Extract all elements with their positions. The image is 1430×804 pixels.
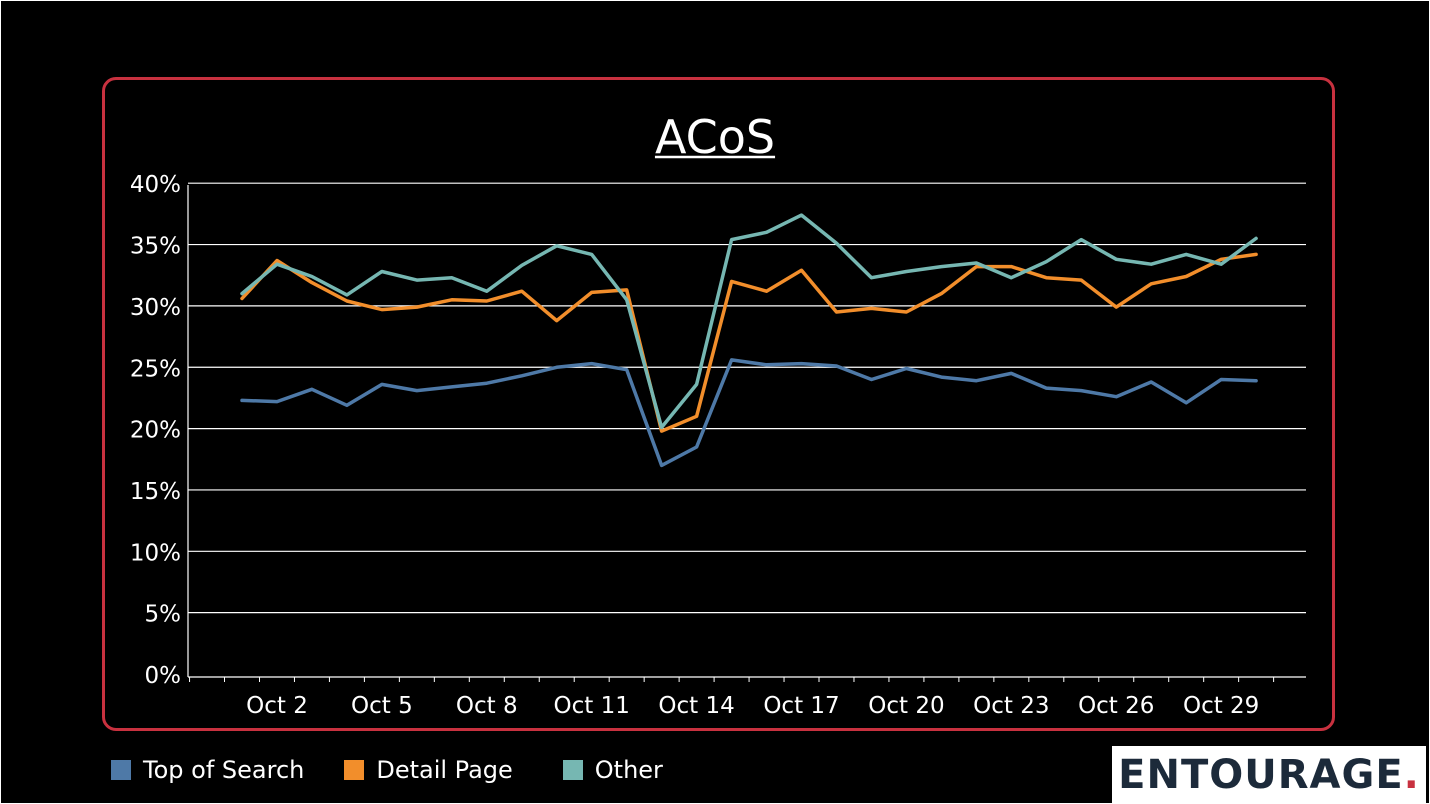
y-tick-label: 35% bbox=[130, 234, 181, 260]
y-tick-label: 10% bbox=[130, 540, 181, 566]
legend-label-top-of-search: Top of Search bbox=[143, 756, 305, 784]
x-tick-label: Oct 29 bbox=[1183, 693, 1259, 719]
logo-wordmark: ENTOURAGE. bbox=[1118, 751, 1420, 798]
x-tick-label: Oct 14 bbox=[658, 693, 734, 719]
y-tick-label: 20% bbox=[130, 418, 181, 444]
y-tick-label: 25% bbox=[130, 356, 181, 382]
legend-swatch-other bbox=[562, 760, 583, 780]
y-tick-label: 5% bbox=[145, 602, 182, 628]
x-tick-label: Oct 11 bbox=[554, 693, 630, 719]
x-tick-label: Oct 8 bbox=[456, 693, 518, 719]
legend-item-other[interactable]: Other bbox=[562, 756, 663, 784]
series-line-detail-page[interactable] bbox=[240, 252, 1258, 433]
chart-legend: Top of Search Detail Page Other bbox=[111, 753, 703, 787]
y-tick-label: 0% bbox=[145, 663, 182, 689]
legend-swatch-top-of-search bbox=[111, 760, 131, 780]
gridlines bbox=[188, 182, 1306, 614]
legend-label-detail-page: Detail Page bbox=[376, 756, 513, 784]
y-tick-label: 40% bbox=[130, 172, 181, 198]
entourage-logo: ENTOURAGE. bbox=[1112, 746, 1426, 803]
acos-line-chart: 0% 5% 10% 15% 20% 25% 30% 35% 40% Oct 2 Oct 5 Oct 8… bbox=[130, 110, 1306, 719]
legend-swatch-detail-page bbox=[344, 760, 365, 780]
x-tick-label: Oct 20 bbox=[868, 693, 944, 719]
x-tick-label: Oct 5 bbox=[351, 693, 413, 719]
tick-labels: 0% 5% 10% 15% 20% 25% 30% 35% 40% Oct 2 Oct 5 Oct 8… bbox=[130, 172, 1259, 719]
chart-title: ACoS bbox=[655, 110, 775, 164]
y-tick-label: 15% bbox=[130, 479, 181, 505]
x-tick-label: Oct 23 bbox=[973, 693, 1049, 719]
chart-frame bbox=[102, 77, 1335, 731]
series-line-top-of-search[interactable] bbox=[240, 358, 1258, 468]
x-tick-label: Oct 17 bbox=[763, 693, 839, 719]
x-tick-label: Oct 2 bbox=[246, 693, 308, 719]
x-tick-label: Oct 26 bbox=[1078, 693, 1154, 719]
series-lines bbox=[240, 213, 1258, 468]
legend-item-detail-page[interactable]: Detail Page bbox=[344, 756, 513, 784]
legend-label-other: Other bbox=[594, 756, 663, 784]
legend-item-top-of-search[interactable]: Top of Search bbox=[111, 756, 304, 784]
axes bbox=[187, 185, 1306, 682]
series-line-other[interactable] bbox=[240, 213, 1258, 430]
y-tick-label: 30% bbox=[130, 295, 181, 321]
